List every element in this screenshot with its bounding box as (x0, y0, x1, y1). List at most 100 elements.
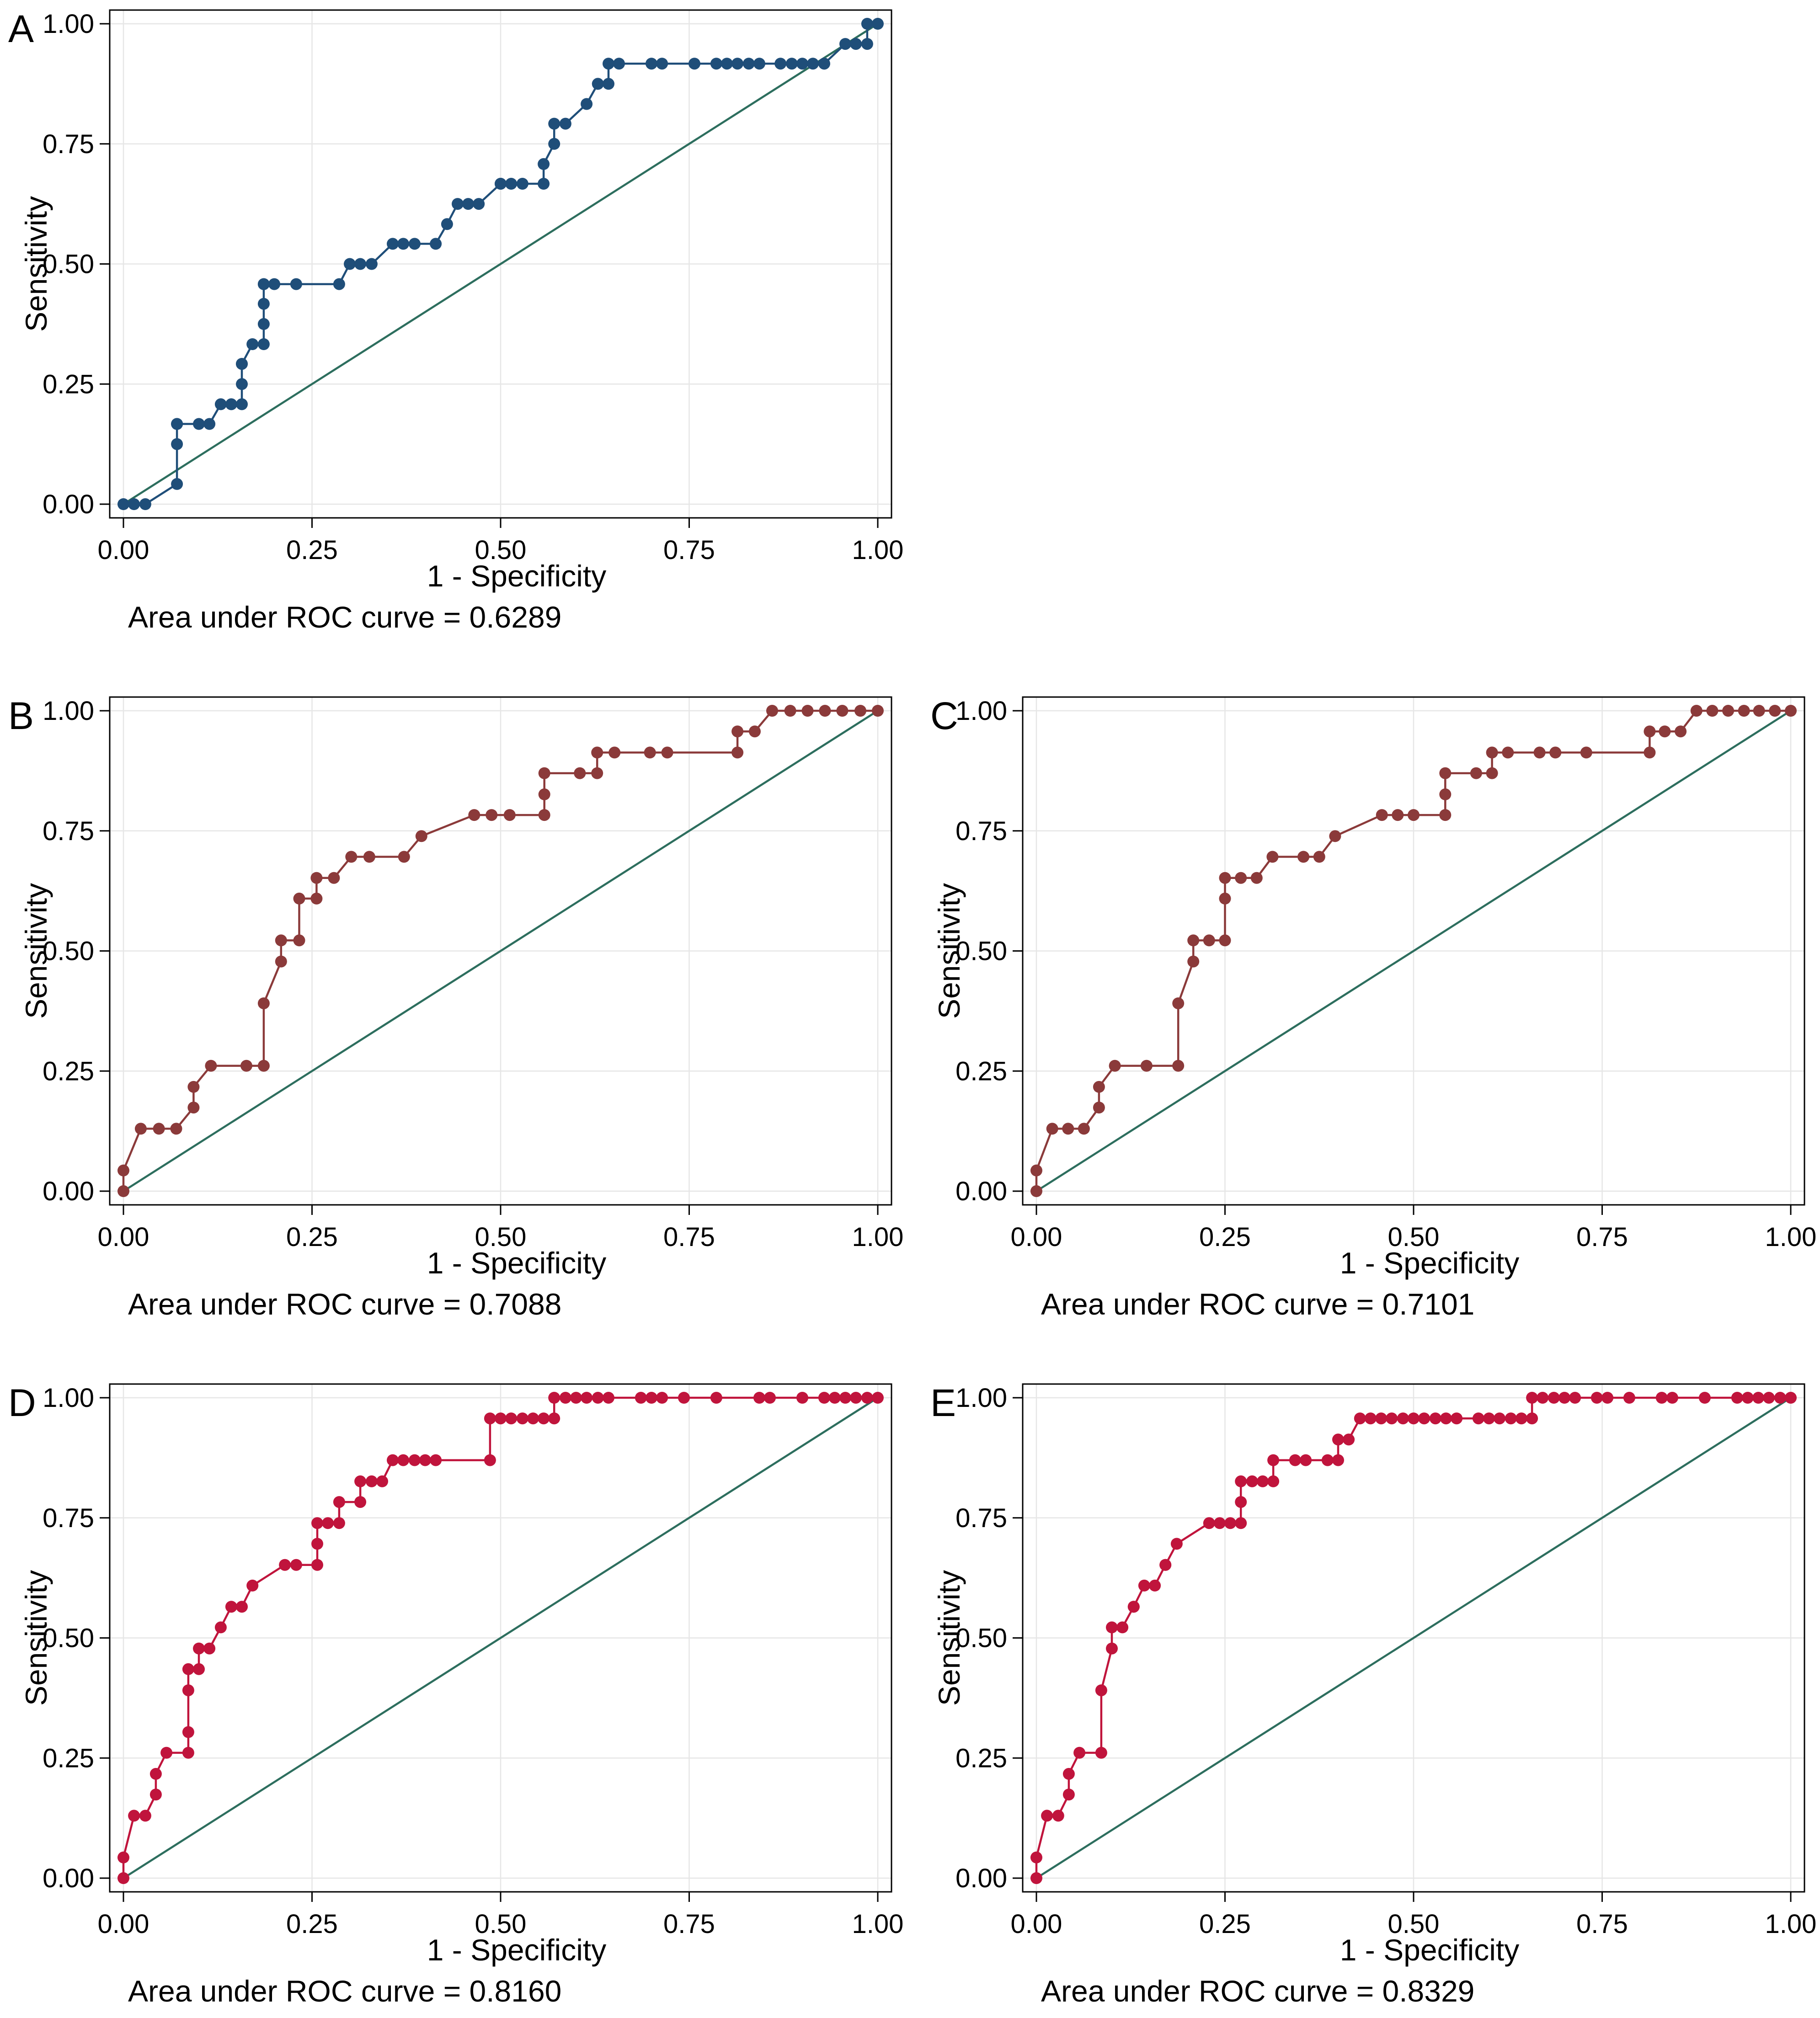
x-tick-label: 0.00 (98, 1222, 149, 1252)
roc-point (275, 934, 287, 947)
roc-panel-a: A 0.00 0.25 0.50 0.75 1.00 0.00 0.25 0.50 0.75 1.0… (8, 7, 903, 634)
roc-point (1376, 809, 1388, 821)
roc-point (345, 851, 358, 863)
roc-point (1502, 746, 1514, 759)
reference-line (123, 710, 879, 1192)
y-tick-label: 0.25 (955, 1056, 1007, 1086)
roc-point (1062, 1768, 1075, 1780)
roc-point (117, 1851, 129, 1864)
roc-point (1172, 1060, 1185, 1072)
roc-point (1785, 705, 1797, 717)
roc-point (1203, 1517, 1215, 1529)
roc-point (495, 178, 507, 190)
reference-line (1035, 710, 1792, 1192)
x-tick-label: 0.00 (1011, 1909, 1062, 1939)
roc-panel-e: E 0.00 0.25 0.50 0.75 1.00 0.00 0.25 0.50 0.75 1.0… (930, 1381, 1816, 2008)
roc-point (139, 1810, 151, 1822)
roc-point (1722, 705, 1735, 717)
y-tick-label: 1.00 (955, 1383, 1007, 1413)
roc-point (1266, 851, 1279, 863)
roc-point (861, 18, 873, 30)
roc-point (1235, 1517, 1247, 1529)
roc-point (354, 1475, 367, 1487)
roc-point (861, 1392, 873, 1404)
roc-point (1329, 830, 1341, 842)
roc-point (236, 398, 248, 410)
x-tick-label: 0.75 (663, 1909, 715, 1939)
x-axis-title: 1 - Specificity (427, 1246, 606, 1280)
roc-point (328, 872, 340, 884)
x-tick-label: 0.50 (475, 1222, 527, 1252)
roc-point (290, 278, 302, 290)
x-tick-label: 1.00 (1765, 1222, 1817, 1252)
y-tick-label: 0.00 (43, 1864, 94, 1893)
roc-point (462, 198, 475, 210)
roc-point (1439, 767, 1452, 779)
x-axis-title: 1 - Specificity (427, 559, 606, 593)
roc-point (149, 1768, 162, 1780)
roc-point (473, 198, 485, 210)
x-tick-label: 0.50 (1388, 1222, 1440, 1252)
roc-point (1343, 1433, 1355, 1446)
roc-point (731, 746, 744, 759)
x-tick-label: 0.75 (663, 535, 715, 565)
roc-point (591, 767, 603, 779)
roc-point (1549, 746, 1562, 759)
panel-letter: D (8, 1381, 36, 1424)
roc-point (591, 746, 603, 759)
roc-point (311, 1517, 323, 1529)
roc-point (1558, 1392, 1570, 1404)
roc-point (608, 746, 621, 759)
roc-point (408, 238, 421, 250)
roc-point (430, 238, 442, 250)
x-tick-label: 0.50 (475, 1909, 527, 1939)
roc-point (182, 1663, 194, 1675)
auc-annotation: Area under ROC curve = 0.7088 (128, 1287, 561, 1321)
roc-point (749, 725, 761, 738)
roc-point (538, 809, 550, 821)
roc-point (1321, 1454, 1334, 1466)
x-tick-label: 0.00 (98, 1909, 149, 1939)
roc-point (182, 1684, 194, 1697)
roc-point (1138, 1579, 1150, 1592)
roc-point (365, 258, 378, 270)
roc-point (257, 278, 270, 290)
roc-point (603, 78, 614, 90)
roc-point (246, 1579, 259, 1592)
roc-point (1690, 705, 1703, 717)
roc-point (1386, 1412, 1398, 1425)
x-tick-label: 1.00 (852, 1909, 904, 1939)
roc-point (1537, 1392, 1549, 1404)
y-tick-label: 1.00 (955, 696, 1007, 726)
roc-point (1439, 788, 1452, 800)
roc-point (1486, 767, 1498, 779)
roc-point (257, 298, 270, 310)
roc-point (193, 1663, 205, 1675)
roc-point (721, 58, 733, 70)
roc-point (1159, 1559, 1172, 1571)
roc-point (1289, 1454, 1301, 1466)
roc-point (644, 746, 656, 759)
roc-point (818, 1392, 830, 1404)
roc-point (205, 1060, 217, 1072)
roc-point (850, 1392, 862, 1404)
y-tick-label: 0.75 (955, 1503, 1007, 1533)
x-tick-label: 0.25 (286, 1909, 338, 1939)
roc-point (1494, 1412, 1506, 1425)
roc-point (1313, 851, 1325, 863)
roc-point (365, 1475, 378, 1487)
roc-point (397, 238, 410, 250)
roc-point (193, 1642, 205, 1655)
roc-point (1093, 1081, 1105, 1093)
roc-point (293, 892, 305, 905)
roc-point (1187, 955, 1200, 968)
roc-point (187, 1102, 200, 1114)
y-tick-label: 0.50 (43, 937, 94, 966)
roc-point (592, 1392, 604, 1404)
roc-point (503, 809, 516, 821)
roc-point (839, 1392, 851, 1404)
roc-point (836, 705, 849, 717)
y-tick-label: 1.00 (43, 1383, 94, 1413)
roc-point (1752, 1392, 1765, 1404)
roc-point (807, 58, 819, 70)
